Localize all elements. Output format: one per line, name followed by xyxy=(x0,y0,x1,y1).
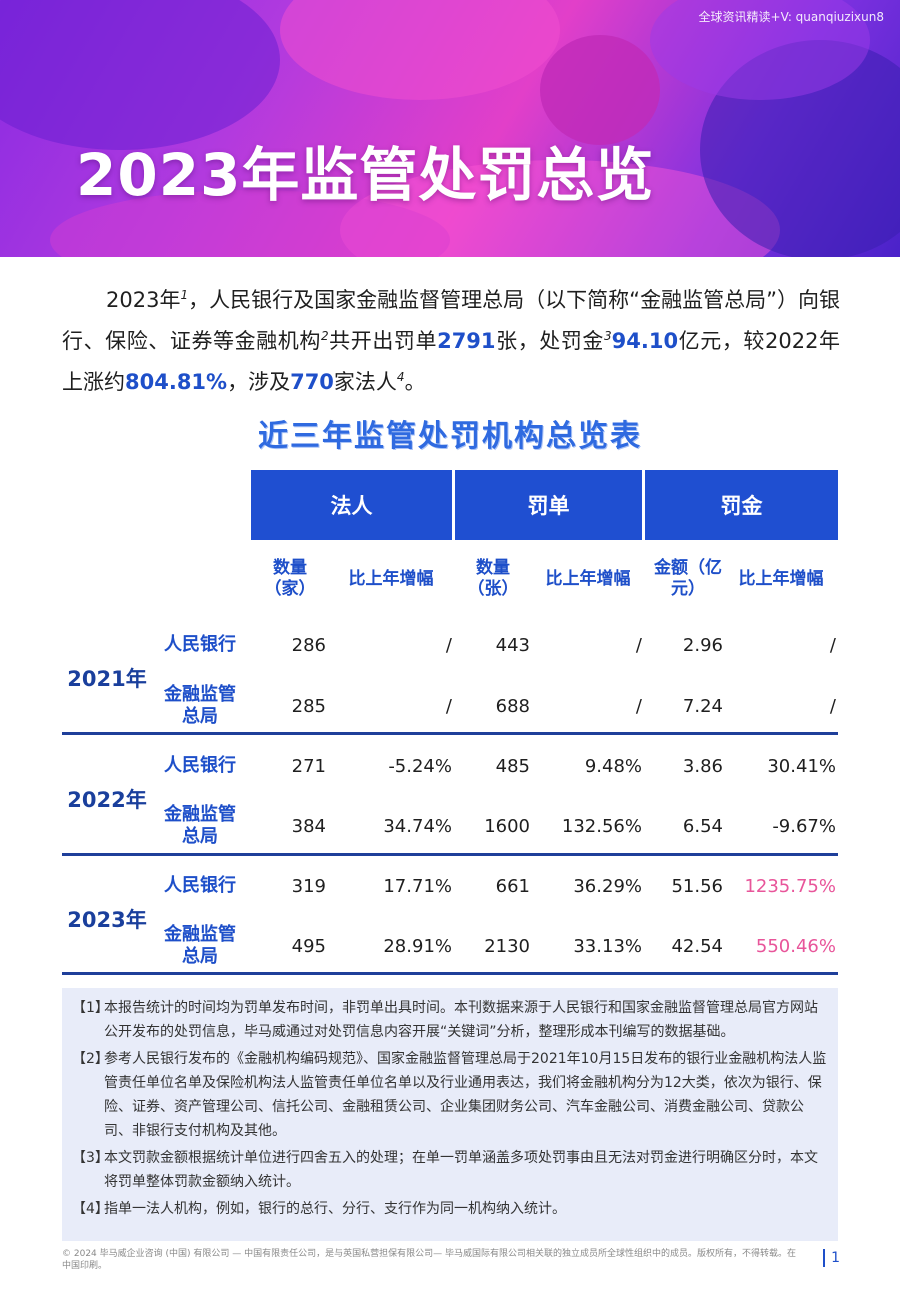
table-title: 近三年监管处罚机构总览表 xyxy=(258,419,642,454)
table-cell: 2.96 xyxy=(682,635,723,656)
table-cell: / xyxy=(635,635,642,656)
table-cell: / xyxy=(829,696,836,717)
growth-rate: 804.81% xyxy=(125,370,228,394)
table-cell: 3.86 xyxy=(682,756,723,777)
footnote: 【1】 本报告统计的时间均为罚单发布时间，非罚单出具时间。本刊数据来源于人民银行和… xyxy=(72,1000,818,1040)
table-cell: / xyxy=(445,635,452,656)
table-cell: 271 xyxy=(291,756,326,777)
institution-label: 金融监管总局 xyxy=(164,804,236,847)
institution-label: 金融监管总局 xyxy=(164,924,236,967)
table-cell: 443 xyxy=(495,635,530,656)
subheader-ticket-count: 数量（张） xyxy=(467,558,519,599)
table-cell: 6.54 xyxy=(682,816,723,837)
table-cell: 319 xyxy=(291,876,326,897)
header-penalty: 罚金 xyxy=(645,470,838,540)
row-separator xyxy=(62,853,838,856)
institution-label: 人民银行 xyxy=(164,634,236,655)
table-cell: 495 xyxy=(291,936,326,957)
table-cell: -5.24% xyxy=(388,756,452,777)
watermark-text: 全球资讯精读+V: quanqiuzixun8 xyxy=(698,10,884,24)
institution-label: 金融监管总局 xyxy=(164,684,236,727)
header-tickets: 罚单 xyxy=(455,470,642,540)
year-label-2021: 2021年 xyxy=(67,667,147,691)
table-cell: 7.24 xyxy=(682,696,723,717)
footnotes-box: 【1】 本报告统计的时间均为罚单发布时间，非罚单出具时间。本刊数据来源于人民银行和… xyxy=(62,988,838,1241)
table-cell: 36.29% xyxy=(573,876,642,897)
ticket-count: 2791 xyxy=(437,329,496,353)
intro-paragraph: 2023年1，人民银行及国家金融监督管理总局（以下简称“金融监管总局”）向银行、… xyxy=(62,288,841,394)
table-cell: 34.74% xyxy=(383,816,452,837)
table-cell: 485 xyxy=(495,756,530,777)
footnote: 【3】 本文罚款金额根据统计单位进行四舍五入的处理；在单一罚单涵盖多项处罚事由且无… xyxy=(72,1150,818,1190)
entity-count: 770 xyxy=(290,370,334,394)
banner-wave-decoration xyxy=(0,0,900,257)
copyright-footer: © 2024 毕马威企业咨询 (中国) 有限公司 — 中国有限责任公司，是与英国… xyxy=(62,1249,796,1271)
page-title: 2023年监管处罚总览 xyxy=(76,141,655,209)
subheader-entity-count: 数量（家） xyxy=(264,558,316,599)
table-cell: 33.13% xyxy=(573,936,642,957)
table-cell: 51.56 xyxy=(671,876,723,897)
table-cell-highlight: 1235.75% xyxy=(744,876,836,897)
subheader-ticket-growth: 比上年增幅 xyxy=(545,568,631,589)
table-cell: / xyxy=(829,635,836,656)
institution-label: 人民银行 xyxy=(164,755,236,776)
table-cell: 28.91% xyxy=(383,936,452,957)
subheader-amount: 金额（亿元） xyxy=(654,558,722,599)
header-banner: 全球资讯精读+V: quanqiuzixun8 2023年监管处罚总览 xyxy=(0,0,900,257)
subheader-amount-growth: 比上年增幅 xyxy=(738,568,824,589)
header-legal-entity: 法人 xyxy=(251,470,452,540)
table-cell: 132.56% xyxy=(561,816,642,837)
table-cell: 384 xyxy=(291,816,326,837)
table-cell: 9.48% xyxy=(584,756,642,777)
page-number: 1 xyxy=(823,1249,840,1267)
table-cell: 661 xyxy=(495,876,530,897)
table-cell: 285 xyxy=(291,696,326,717)
table-cell: / xyxy=(635,696,642,717)
subheader-entity-growth: 比上年增幅 xyxy=(348,568,434,589)
table-cell: 2130 xyxy=(484,936,530,957)
table-cell: 17.71% xyxy=(383,876,452,897)
year-label-2023: 2023年 xyxy=(67,908,147,932)
penalty-amount: 94.10 xyxy=(611,329,679,353)
year-label-2022: 2022年 xyxy=(67,788,147,812)
table-cell: 30.41% xyxy=(767,756,836,777)
table-cell-highlight: 550.46% xyxy=(755,936,836,957)
table-cell: / xyxy=(445,696,452,717)
table-cell: -9.67% xyxy=(772,816,836,837)
table-cell: 1600 xyxy=(484,816,530,837)
institution-label: 人民银行 xyxy=(164,875,236,896)
row-separator xyxy=(62,732,838,735)
footnote: 【2】 参考人民银行发布的《金融机构编码规范》、国家金融监督管理总局于2021年1… xyxy=(72,1051,827,1139)
footnote: 【4】 指单一法人机构，例如，银行的总行、分行、支行作为同一机构纳入统计。 xyxy=(72,1201,566,1217)
table-cell: 688 xyxy=(495,696,530,717)
table-cell: 42.54 xyxy=(671,936,723,957)
row-separator xyxy=(62,972,838,975)
table-cell: 286 xyxy=(291,635,326,656)
